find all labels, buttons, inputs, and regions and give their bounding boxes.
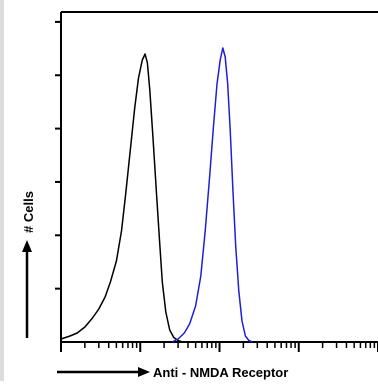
left-edge-strip bbox=[0, 0, 4, 381]
x-axis-arrow-head bbox=[138, 367, 150, 377]
axes-layer bbox=[55, 11, 378, 352]
y-axis-arrow-head bbox=[22, 240, 32, 252]
y-axis-label: # Cells bbox=[21, 191, 36, 233]
antibody-histogram-line bbox=[171, 47, 253, 343]
series-layer bbox=[60, 47, 253, 343]
x-axis-label: Anti - NMDA Receptor bbox=[153, 365, 288, 380]
control-histogram-line bbox=[60, 53, 190, 343]
labels-layer: # Cells Anti - NMDA Receptor bbox=[21, 191, 288, 380]
